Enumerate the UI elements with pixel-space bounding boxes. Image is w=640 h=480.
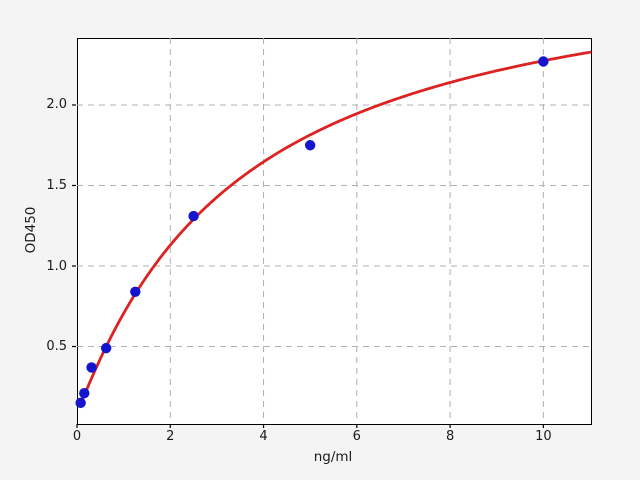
curve-layer	[79, 50, 592, 406]
data-point	[188, 210, 199, 222]
x-axis-label: ng/ml	[313, 449, 353, 465]
data-point	[100, 342, 112, 354]
y-axis-label: OD450	[23, 206, 39, 254]
y-tick-label: 1.0	[46, 258, 67, 274]
x-tick-label: 6	[352, 429, 361, 444]
plot-area	[77, 38, 592, 425]
data-point	[538, 56, 549, 67]
data-point	[304, 140, 316, 151]
x-tick-label: 2	[166, 429, 175, 444]
data-point	[79, 388, 90, 399]
y-tick-label: 2.0	[46, 97, 67, 113]
fit-curve	[79, 50, 592, 406]
grid-layer	[77, 38, 590, 423]
data-point	[130, 286, 141, 297]
x-tick-label: 10	[535, 429, 552, 444]
data-point	[86, 362, 97, 373]
y-tick-label: 1.5	[46, 177, 67, 193]
tick-layer	[72, 104, 544, 428]
x-tick-label: 4	[259, 429, 268, 444]
y-tick-label: 0.5	[46, 339, 67, 354]
data-point	[75, 397, 86, 409]
x-tick-label: 0	[72, 429, 82, 444]
point-layer	[75, 56, 549, 409]
x-tick-label: 8	[445, 429, 455, 444]
